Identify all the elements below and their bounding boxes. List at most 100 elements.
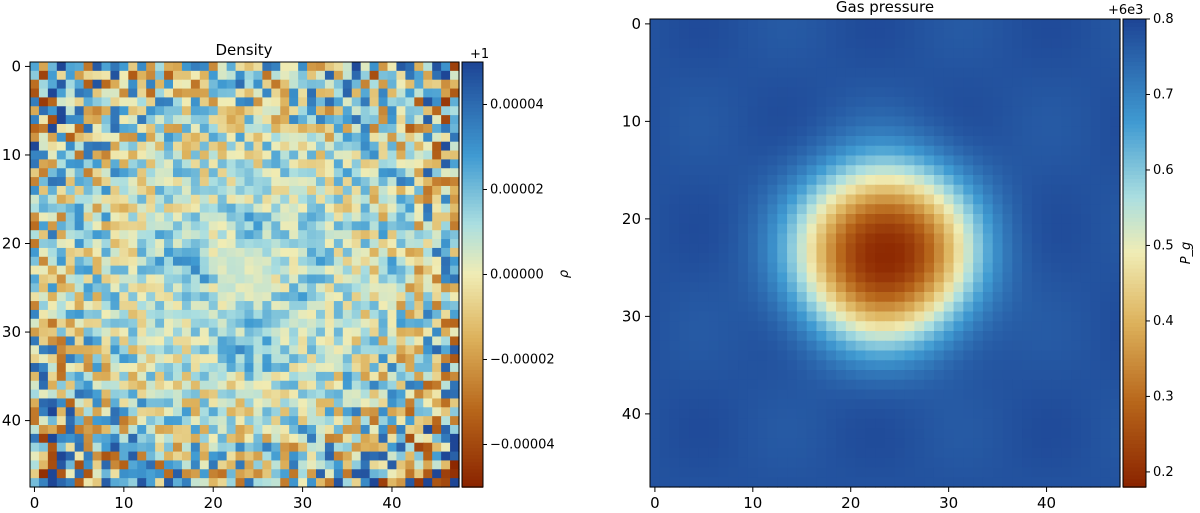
- density-cell: [226, 256, 237, 267]
- density-cell: [181, 230, 192, 240]
- pressure-colorbar-segment: [1123, 34, 1146, 40]
- pressure-cell: [718, 175, 729, 186]
- density-cell: [342, 79, 353, 90]
- pressure-cell: [855, 438, 867, 449]
- density-cell: [226, 194, 237, 205]
- pressure-cell: [914, 97, 925, 108]
- pressure-cell: [1090, 282, 1102, 293]
- pressure-cell: [816, 194, 827, 205]
- pressure-cell: [669, 360, 680, 371]
- pressure-colorbar-segment: [1123, 221, 1146, 227]
- density-cell: [316, 106, 326, 116]
- pressure-cell: [1041, 67, 1053, 79]
- pressure-cell: [650, 165, 661, 176]
- density-cell: [450, 185, 460, 196]
- pressure-cell: [767, 204, 778, 215]
- density-cell: [217, 433, 228, 444]
- pressure-cell: [787, 28, 798, 40]
- density-colorbar-segment: [462, 419, 483, 425]
- pressure-cell: [933, 379, 945, 391]
- pressure-cell: [1061, 360, 1072, 371]
- pressure-cell: [1080, 253, 1092, 264]
- pressure-cell: [992, 448, 1004, 459]
- pressure-colorbar-segment: [1123, 440, 1146, 445]
- pressure-cell: [1051, 233, 1062, 244]
- density-cell: [92, 460, 103, 470]
- pressure-cell: [992, 233, 1004, 244]
- pressure-cell: [992, 28, 1004, 40]
- density-cell: [298, 97, 308, 107]
- pressure-cell: [816, 214, 827, 225]
- density-cell: [146, 433, 156, 444]
- density-cell: [155, 336, 165, 346]
- pressure-cell: [943, 194, 955, 205]
- density-cell: [119, 239, 129, 249]
- pressure-cell: [1100, 292, 1111, 303]
- pressure-cell: [963, 67, 974, 79]
- density-cell: [351, 168, 362, 178]
- pressure-colorbar-segment: [1123, 30, 1146, 36]
- density-cell: [289, 354, 299, 364]
- density-colorbar-segment: [462, 118, 483, 124]
- density-cell: [441, 442, 451, 453]
- pressure-cell: [659, 457, 671, 469]
- pressure-cell: [1071, 87, 1082, 98]
- pressure-cell: [708, 19, 720, 30]
- density-cell: [56, 123, 67, 134]
- pressure-cell: [904, 301, 915, 313]
- density-cell: [369, 283, 380, 293]
- density-cell: [450, 70, 460, 81]
- density-cell: [208, 460, 219, 470]
- density-cell: [414, 309, 424, 320]
- pressure-cell: [708, 457, 720, 469]
- density-cell: [316, 256, 326, 267]
- pressure-cell: [796, 438, 808, 449]
- pressure-cell: [1031, 438, 1043, 449]
- pressure-cell: [992, 360, 1004, 371]
- pressure-cell: [738, 272, 749, 283]
- pressure-cell: [826, 48, 837, 59]
- density-cell: [387, 123, 398, 134]
- density-cell: [423, 212, 433, 222]
- pressure-cell: [992, 331, 1004, 342]
- pressure-cell: [1031, 243, 1043, 254]
- density-colorbar-segment: [462, 412, 483, 417]
- density-cell: [235, 141, 246, 152]
- pressure-cell: [1041, 38, 1053, 49]
- pressure-cell: [875, 418, 886, 430]
- density-cell: [119, 407, 129, 417]
- pressure-cell: [845, 340, 857, 352]
- density-cell: [217, 478, 228, 488]
- pressure-colorbar-segment: [1123, 214, 1146, 219]
- pressure-cell: [650, 155, 661, 166]
- density-cell: [316, 132, 326, 143]
- density-cell: [262, 265, 272, 276]
- pressure-cell: [1051, 467, 1062, 478]
- density-cell: [235, 354, 246, 364]
- pressure-cell: [943, 428, 955, 439]
- pressure-cell: [1022, 409, 1033, 420]
- pressure-cell: [875, 399, 886, 410]
- pressure-cell: [698, 282, 710, 293]
- pressure-cell: [718, 428, 729, 439]
- density-cell: [414, 106, 424, 116]
- pressure-cell: [963, 418, 974, 430]
- pressure-cell: [1100, 28, 1111, 40]
- density-cell: [92, 194, 103, 205]
- density-cell: [199, 442, 210, 453]
- density-cell: [164, 425, 174, 435]
- pressure-cell: [806, 106, 818, 118]
- density-cell: [83, 239, 94, 249]
- pressure-cell: [698, 194, 710, 205]
- density-cell: [387, 345, 398, 355]
- density-cell: [110, 230, 120, 240]
- density-cell: [342, 451, 353, 462]
- pressure-cell: [963, 243, 974, 254]
- density-cell: [316, 345, 326, 355]
- density-cell: [217, 185, 228, 196]
- density-cell: [414, 70, 424, 81]
- pressure-cell: [894, 360, 906, 371]
- pressure-cell: [787, 204, 798, 215]
- density-cell: [30, 247, 40, 258]
